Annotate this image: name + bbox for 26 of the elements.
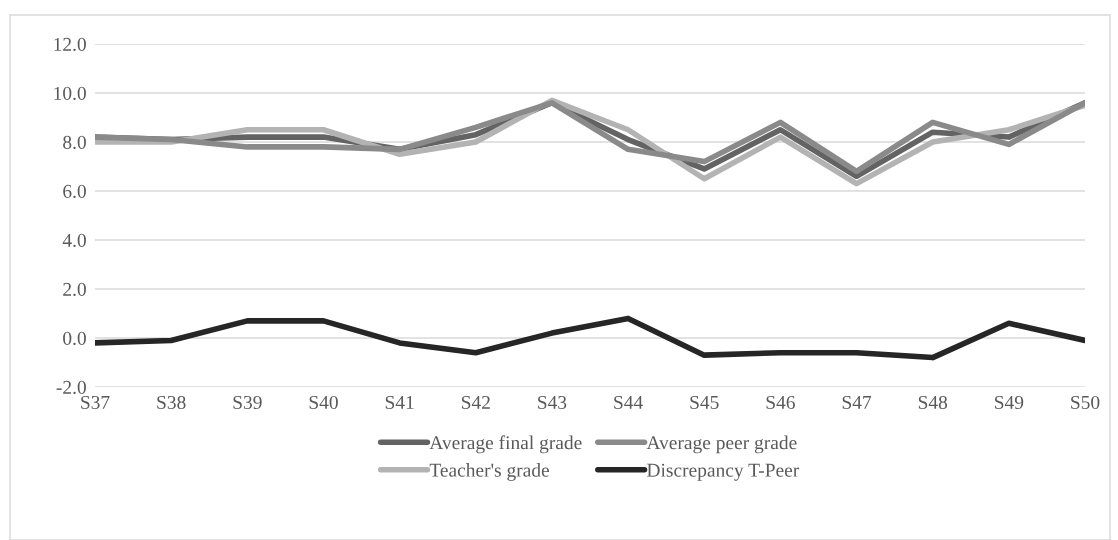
- legend-label: Discrepancy T-Peer: [647, 463, 800, 481]
- x-tick-label: S43: [538, 395, 567, 410]
- legend-label: Average peer grade: [646, 435, 797, 454]
- x-tick-label: S46: [766, 395, 795, 410]
- y-tick-label: 2.0: [63, 282, 86, 297]
- x-tick-label: S41: [385, 395, 414, 410]
- x-tick-label: S40: [309, 395, 338, 410]
- x-tick-label: S50: [1071, 395, 1100, 410]
- x-tick-label: S45: [690, 395, 719, 410]
- y-tick-label: 12.0: [54, 37, 86, 52]
- x-tick-label: S37: [81, 395, 110, 410]
- x-tick-label: S49: [995, 395, 1024, 410]
- x-tick-label: S38: [157, 395, 186, 410]
- x-tick-label: S47: [842, 395, 872, 410]
- y-tick-label: 0.0: [63, 331, 86, 346]
- y-tick-label: 8.0: [63, 135, 86, 150]
- y-tick-label: 4.0: [62, 233, 86, 248]
- x-tick-label: S44: [614, 395, 643, 410]
- y-tick-label: 6.0: [63, 184, 86, 199]
- legend-label: Teacher's grade: [429, 463, 549, 481]
- x-tick-label: S42: [461, 395, 490, 410]
- legend-label: Average final grade: [429, 435, 582, 454]
- y-tick-label: -2.0: [56, 380, 86, 395]
- x-tick-label: S39: [233, 395, 262, 410]
- x-tick-label: S48: [918, 395, 948, 410]
- y-tick-label: 10.0: [54, 86, 86, 101]
